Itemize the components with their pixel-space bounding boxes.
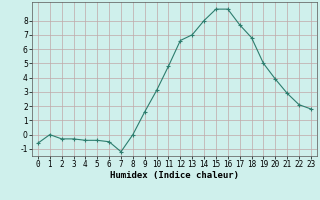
X-axis label: Humidex (Indice chaleur): Humidex (Indice chaleur) bbox=[110, 171, 239, 180]
